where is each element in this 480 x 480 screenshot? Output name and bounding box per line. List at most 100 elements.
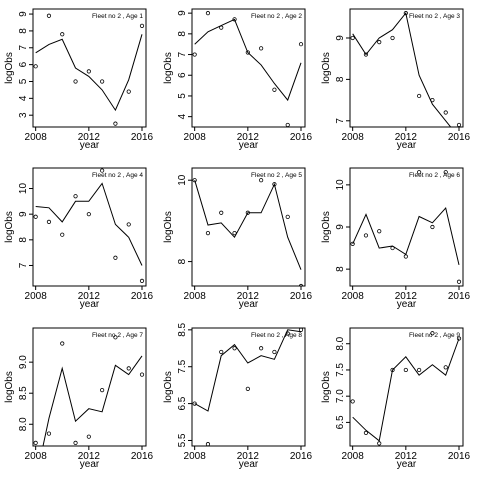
panel-2: Fleet no 2 , Age 2 2008 2012 2016 4 5 6 7 8 9 year… [163, 8, 313, 151]
y-axis-label: logObs [321, 371, 332, 403]
plot-area [192, 178, 304, 286]
observed-point [86, 69, 91, 74]
observed-point [417, 93, 422, 99]
observed-point [113, 121, 118, 126]
y-tick-label: 7.0 [335, 389, 346, 403]
plot-frame [349, 8, 464, 128]
y-tick-label: 10 [177, 174, 188, 186]
observed-point [350, 241, 355, 246]
panel-title: Fleet no 2 , Age 8 [251, 332, 302, 339]
plot-area [350, 11, 462, 127]
panel-title: Fleet no 2 , Age 1 [92, 13, 143, 20]
x-axis-label: year [80, 459, 100, 470]
panel-title: Fleet no 2 , Age 7 [92, 332, 143, 339]
y-tick-label: 9 [335, 224, 346, 230]
observed-point [390, 35, 395, 41]
x-tick-label: 2008 [25, 132, 48, 143]
x-tick-label: 2016 [448, 132, 471, 143]
y-tick-label: 9 [18, 11, 29, 17]
panel-title: Fleet no 2 , Age 9 [409, 332, 460, 339]
x-tick-label: 2008 [342, 132, 365, 143]
y-tick-label: 6.5 [335, 415, 346, 429]
x-tick-label: 2008 [25, 451, 48, 462]
x-axis-label: year [397, 140, 417, 151]
observed-point [285, 331, 290, 336]
observed-point [430, 331, 435, 336]
y-tick-label: 9 [177, 10, 188, 16]
x-axis-label: year [397, 299, 417, 310]
observed-point [100, 388, 105, 393]
observed-point [350, 399, 355, 404]
plot-frame [32, 327, 147, 447]
x-axis-label: year [239, 140, 259, 151]
x-tick-label: 2016 [290, 291, 313, 302]
y-tick-label: 9 [18, 211, 29, 217]
observed-point [100, 79, 105, 84]
plot-frame [191, 327, 306, 447]
y-tick-label: 7 [18, 45, 29, 51]
x-tick-label: 2012 [78, 291, 101, 302]
observed-point [33, 64, 38, 69]
fitted-line [35, 182, 143, 266]
observed-point [33, 440, 38, 445]
fitted-line [35, 34, 143, 112]
x-tick-label: 2012 [395, 451, 418, 462]
observed-point [272, 349, 277, 355]
y-tick-label: 8 [177, 31, 188, 37]
x-tick-label: 2008 [184, 451, 207, 462]
y-tick-label: 8 [18, 237, 29, 243]
x-tick-label: 2008 [184, 132, 207, 143]
observed-point [443, 365, 448, 370]
observed-point [73, 79, 78, 84]
plot-frame [32, 167, 147, 287]
observed-point [60, 232, 65, 237]
fitted-line [352, 206, 460, 266]
x-tick-label: 2012 [395, 132, 418, 143]
y-axis-label: logObs [4, 371, 15, 403]
observed-point [363, 52, 369, 57]
y-tick-label: 8.5 [177, 322, 188, 336]
x-axis-label: year [80, 140, 100, 151]
observed-point [298, 328, 304, 332]
observed-point [390, 245, 395, 251]
y-tick-label: 8 [335, 266, 346, 272]
panel-title: Fleet no 2 , Age 2 [251, 13, 302, 20]
plot-area [33, 168, 145, 283]
observed-point [205, 231, 211, 236]
x-tick-label: 2016 [290, 132, 313, 143]
fitted-line [42, 355, 143, 446]
observed-point [232, 231, 237, 236]
panel-5: Fleet no 2 , Age 5 2008 2012 2016 8 10 year log… [163, 167, 313, 310]
y-axis-label: logObs [163, 52, 174, 84]
x-tick-label: 2008 [342, 451, 365, 462]
y-tick-label: 4 [18, 95, 29, 101]
observed-point [73, 194, 78, 199]
panel-7: Fleet no 2 , Age 7 2008 2012 2016 8.0 8.5 9.0 y… [4, 327, 154, 470]
observed-point [126, 222, 131, 227]
observed-point [205, 442, 211, 446]
y-tick-label: 6 [177, 72, 188, 78]
observed-point [192, 52, 197, 57]
observed-point [245, 386, 250, 391]
y-tick-label: 8 [335, 76, 346, 82]
observed-point [456, 122, 462, 127]
plot-area [350, 331, 462, 446]
fitted-line [352, 338, 460, 442]
panel-1: Fleet no 2 , Age 1 2008 2012 2016 3 4 5 6 7 8 9 yea… [4, 8, 154, 151]
plot-area [350, 170, 462, 284]
x-tick-label: 2008 [184, 291, 207, 302]
observed-point [205, 11, 211, 16]
plot-area [33, 13, 145, 126]
observed-point [417, 170, 422, 175]
y-tick-label: 6 [18, 61, 29, 67]
observed-point [272, 87, 277, 92]
panel-6: Fleet no 2 , Age 6 2008 2012 2016 8 9 10 year lo… [321, 167, 471, 310]
y-axis-label: logObs [163, 211, 174, 243]
y-tick-label: 7.5 [335, 363, 346, 377]
observed-point [430, 97, 435, 103]
x-tick-label: 2008 [342, 291, 365, 302]
observed-point [285, 214, 290, 219]
observed-point [350, 35, 355, 41]
observed-point [298, 283, 304, 286]
